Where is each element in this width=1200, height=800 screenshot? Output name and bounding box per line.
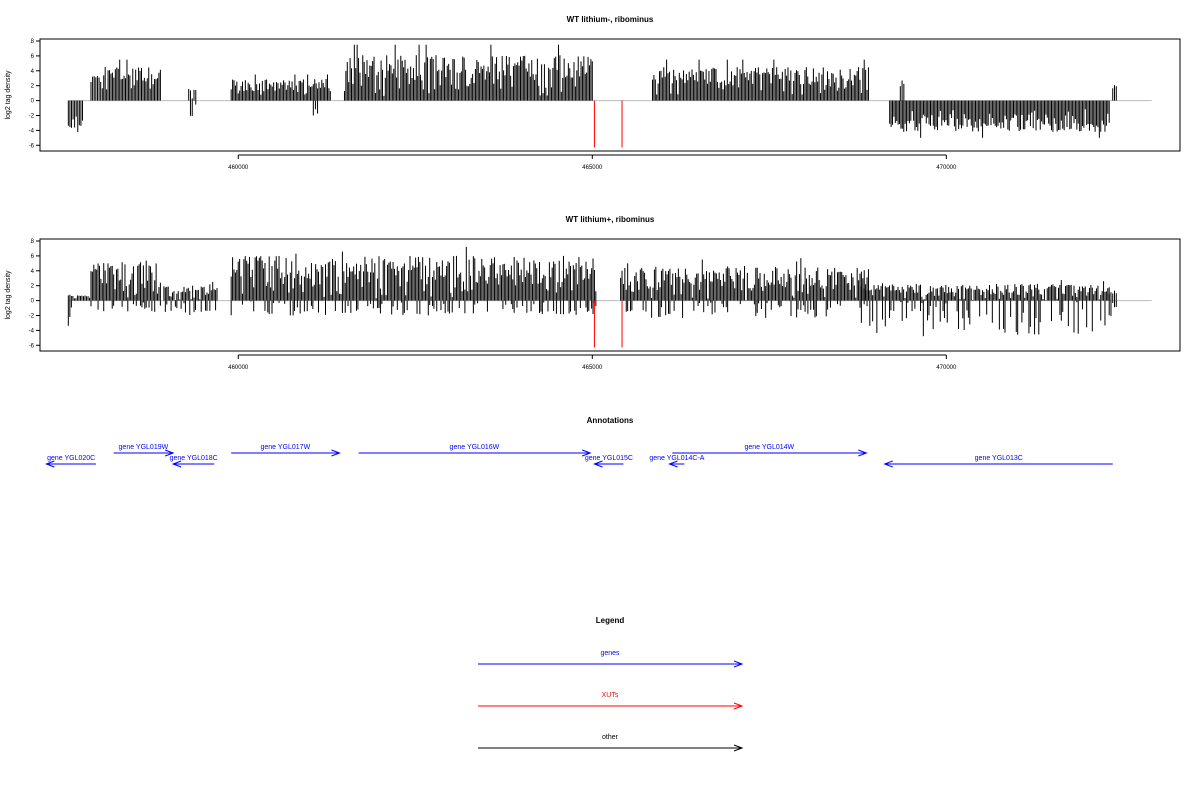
y-tick-label: 8 (31, 39, 35, 45)
y-tick-label: -4 (29, 328, 35, 334)
x-tick-label: 470000 (936, 165, 957, 171)
series-bars (593, 300, 623, 348)
arrow-head (858, 449, 868, 457)
x-tick-label: 460000 (228, 165, 249, 171)
gene-feature: gene YGL019W (113, 444, 175, 457)
y-tick-label: 0 (31, 99, 35, 105)
y-tick-label: 4 (31, 69, 35, 75)
legend: Legend genes XUTs other (478, 616, 744, 752)
panel-title: WT lithium-, ribominus (567, 15, 654, 24)
arrow-head (164, 449, 175, 457)
arrow-head (171, 460, 182, 468)
y-tick-label: -6 (29, 343, 35, 349)
y-tick-label: 2 (31, 84, 35, 90)
signal-panel-2: WT lithium+, ribominus 8 6 4 2 0 -2 -4 -6 log2 ta… (5, 215, 1181, 371)
y-tick-label: 6 (31, 54, 35, 60)
gene-label: gene YGL016W (450, 444, 500, 451)
x-tick-label: 465000 (582, 365, 603, 371)
series-bars (593, 100, 623, 148)
y-tick-label: 4 (31, 269, 35, 275)
y-tick-label: -6 (29, 143, 35, 149)
y-tick-label: 2 (31, 284, 35, 290)
arrow-head (592, 460, 603, 468)
gene-label: gene YGL013C (975, 455, 1023, 462)
y-tick-label: 0 (31, 299, 35, 305)
legend-entry: other (478, 734, 744, 752)
y-tick-label: -2 (29, 313, 35, 319)
gene-feature: gene YGL014W (672, 444, 868, 457)
arrow-head (44, 460, 55, 468)
arrow-head (331, 449, 341, 457)
gene-label: gene YGL018C (170, 455, 218, 462)
arrow-head (733, 660, 744, 668)
gene-label: gene YGL017W (261, 444, 311, 451)
gene-feature: gene YGL018C (170, 455, 218, 468)
legend-label: XUTs (602, 692, 619, 699)
gene-feature: gene YGL016W (358, 444, 592, 457)
gene-feature: gene YGL015C (585, 455, 633, 468)
arrow-head (581, 449, 592, 457)
annotations-title: Annotations (587, 416, 634, 425)
legend-title: Legend (596, 616, 625, 625)
gene-feature: gene YGL013C (883, 455, 1113, 468)
panel-title: WT lithium+, ribominus (566, 215, 655, 224)
gene-label: gene YGL014C-A (649, 455, 704, 462)
plot-frame (39, 38, 1181, 152)
arrow-head (733, 744, 744, 752)
legend-label: other (602, 734, 619, 741)
gene-feature: gene YGL017W (231, 444, 341, 457)
gene-label: gene YGL019W (119, 444, 169, 451)
x-tick-label: 465000 (582, 165, 603, 171)
series-bars (67, 44, 1117, 138)
y-tick-label: 6 (31, 254, 35, 260)
arrow-head (733, 702, 744, 710)
x-tick-label: 460000 (228, 365, 249, 371)
y-tick-label: 8 (31, 239, 35, 245)
gene-label: gene YGL015C (585, 455, 633, 462)
y-tick-label: -4 (29, 128, 35, 134)
legend-entry: genes (478, 650, 744, 668)
signal-panel-1: WT lithium-, ribominus 8 6 4 2 0 -2 -4 -6 log2 ta… (5, 15, 1181, 171)
gene-label: gene YGL020C (47, 455, 95, 462)
y-tick-label: -2 (29, 113, 35, 119)
arrow-head (668, 460, 678, 468)
x-tick-label: 470000 (936, 365, 957, 371)
y-axis-label: log2 tag density (5, 70, 12, 120)
gene-label: gene YGL014W (744, 444, 794, 451)
legend-entry: XUTs (478, 692, 744, 710)
gene-feature: gene YGL020C (44, 455, 96, 468)
y-axis-label: log2 tag density (5, 270, 12, 320)
gene-feature: gene YGL014C-A (649, 455, 705, 468)
arrow-head (883, 460, 893, 468)
series-bars (67, 246, 1117, 337)
legend-label: genes (600, 650, 620, 657)
